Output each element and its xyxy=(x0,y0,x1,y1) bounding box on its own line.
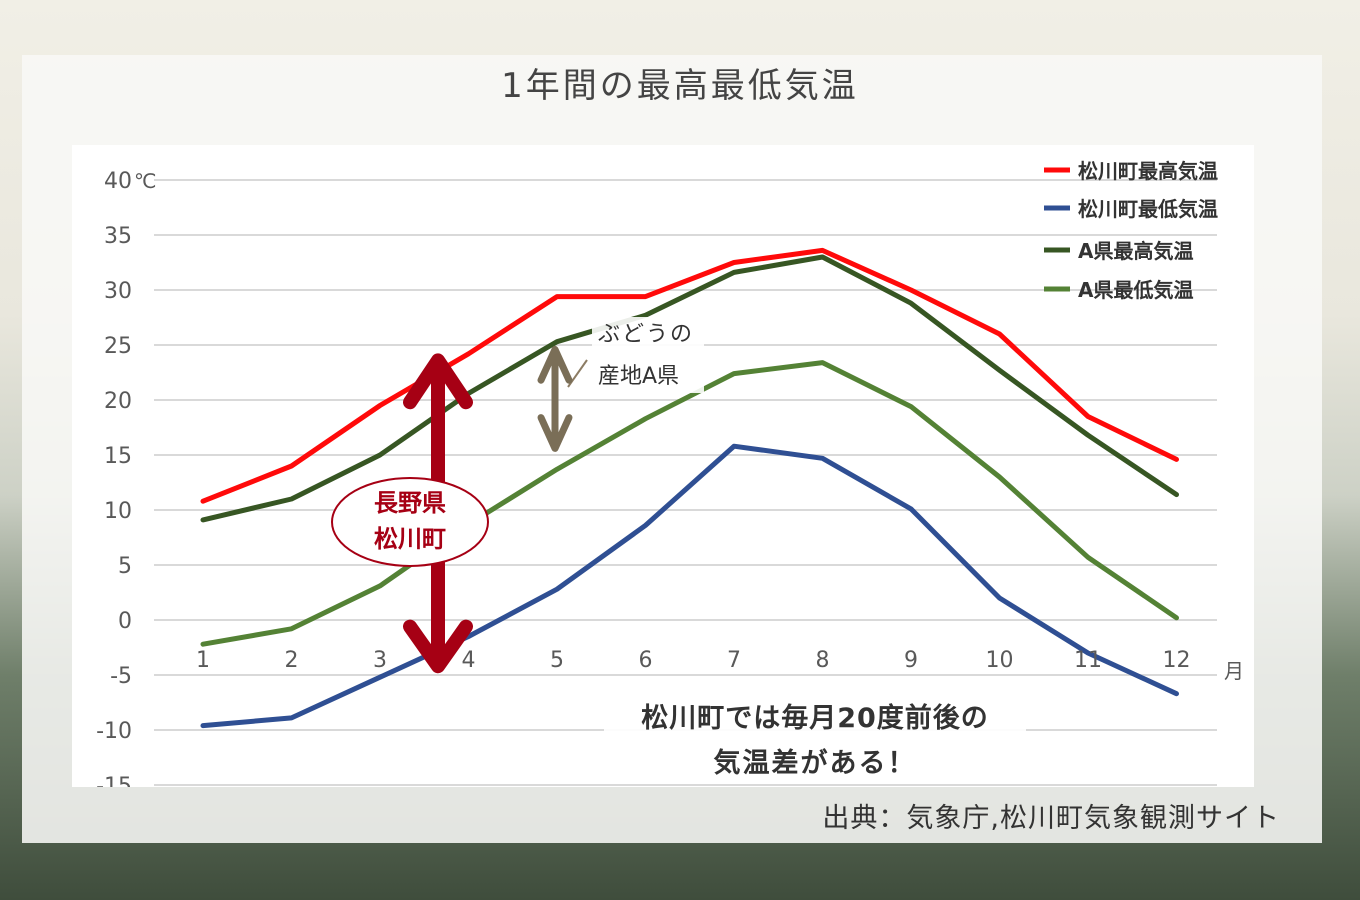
y-tick-label: 35 xyxy=(104,224,132,249)
town-label-line1: 長野県 xyxy=(374,489,446,517)
x-tick-label: 3 xyxy=(373,648,387,673)
legend-label: 松川町最高気温 xyxy=(1078,159,1218,183)
legend-label: A県最高気温 xyxy=(1078,239,1193,263)
x-tick-label: 7 xyxy=(727,648,741,673)
chart-plot-area: 40 35 30 25 20 15 10 5 0 -5 -10 -15 ℃ 1 2 3 4 5 6 7 8 9 10 11 1… xyxy=(72,145,1254,787)
chart-title: 1年間の最高最低気温 xyxy=(501,66,859,106)
x-tick-label: 6 xyxy=(639,648,653,673)
y-tick-label: 20 xyxy=(104,389,132,414)
grape-label-line2: 産地A県 xyxy=(598,364,679,389)
y-tick-label: 30 xyxy=(104,279,132,304)
matsukawa-range-arrow-head-up xyxy=(403,353,473,410)
y-tick-label: -10 xyxy=(96,719,132,744)
series-line xyxy=(200,360,1179,647)
y-tick-label: 0 xyxy=(118,609,132,634)
note-background xyxy=(604,693,1026,783)
note-line2: 気温差がある！ xyxy=(714,747,917,779)
series-line xyxy=(200,443,1179,729)
legend-label: A県最低気温 xyxy=(1078,278,1193,302)
y-unit-label: ℃ xyxy=(134,169,156,193)
x-tick-label: 2 xyxy=(285,648,299,673)
town-label-line2: 松川町 xyxy=(374,525,446,553)
x-tick-label: 8 xyxy=(816,648,830,673)
x-tick-label: 5 xyxy=(550,648,564,673)
note-line1: 松川町では毎月20度前後の xyxy=(641,702,989,734)
matsukawa-range-arrow-head-down xyxy=(403,619,473,674)
x-tick-label: 9 xyxy=(904,648,918,673)
x-tick-label: 11 xyxy=(1074,648,1102,673)
y-tick-label: 40 xyxy=(104,169,132,194)
grape-label-line1: ぶどうの xyxy=(598,322,694,347)
x-tick-label: 12 xyxy=(1163,648,1191,673)
y-tick-label: -5 xyxy=(110,664,132,689)
town-label-oval xyxy=(331,477,489,567)
y-tick-label: 25 xyxy=(104,334,132,359)
x-tick-label: 1 xyxy=(196,648,210,673)
series-line xyxy=(200,247,1179,504)
grape-label-background xyxy=(592,317,704,393)
y-tick-label: 15 xyxy=(104,444,132,469)
legend-label: 松川町最低気温 xyxy=(1078,197,1218,221)
x-axis-label: 月 xyxy=(1224,659,1244,683)
x-tick-label: 10 xyxy=(986,648,1014,673)
y-tick-label: 10 xyxy=(104,499,132,524)
a-pref-range-arrow-head-down xyxy=(537,414,573,452)
y-tick-label: -15 xyxy=(96,774,132,787)
a-pref-range-arrow-head-up xyxy=(537,345,573,384)
series-line xyxy=(200,254,1179,523)
y-tick-label: 5 xyxy=(118,554,132,579)
source-credit: 出典：気象庁,松川町気象観測サイト xyxy=(822,803,1280,834)
x-tick-label: 4 xyxy=(462,648,476,673)
